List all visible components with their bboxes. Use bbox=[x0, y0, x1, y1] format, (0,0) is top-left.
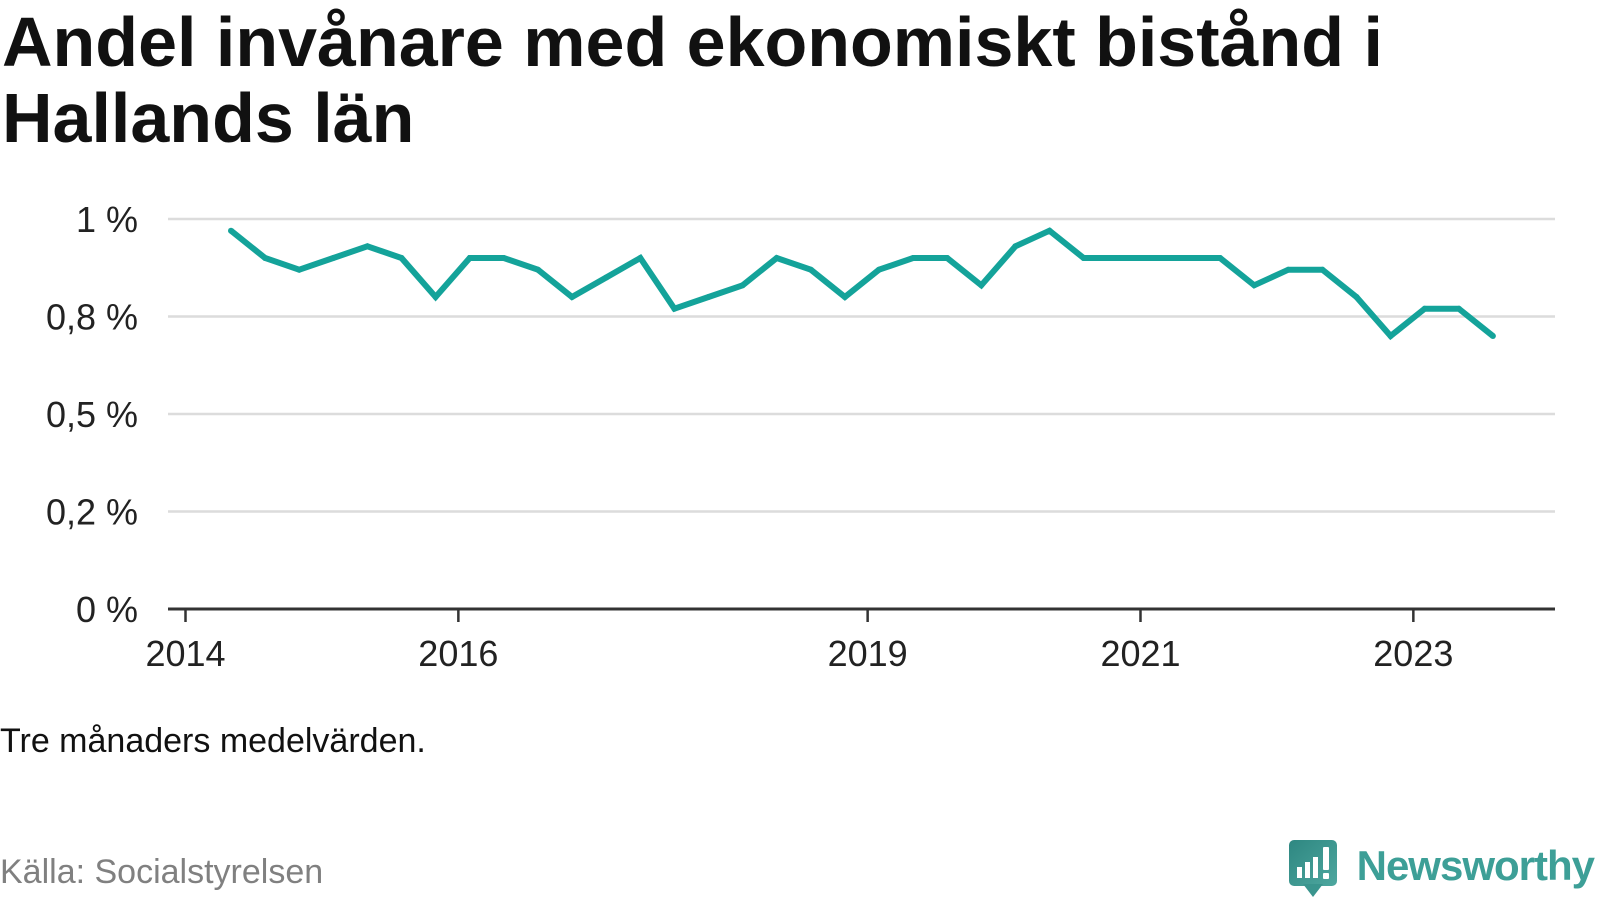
data-point bbox=[944, 255, 951, 261]
data-point bbox=[1217, 255, 1224, 261]
data-point bbox=[228, 227, 234, 234]
data-point bbox=[1353, 294, 1360, 300]
data-point bbox=[432, 294, 439, 300]
x-tick-label: 2016 bbox=[418, 633, 498, 674]
source-credit: Källa: Socialstyrelsen bbox=[0, 853, 324, 891]
data-point bbox=[876, 266, 882, 273]
y-tick-label: 0,2 % bbox=[46, 492, 138, 533]
data-point bbox=[1489, 333, 1496, 339]
data-point bbox=[1319, 266, 1326, 273]
data-point bbox=[705, 294, 712, 300]
x-tick-label: 2019 bbox=[828, 633, 908, 674]
y-tick-label: 1 % bbox=[76, 199, 138, 240]
data-point bbox=[739, 282, 746, 289]
data-point bbox=[500, 255, 507, 261]
line-chart: 0 % 0,2 % 0,5 % 0,8 % 1 % 2014 2016 2019 2021 202… bbox=[46, 199, 1555, 674]
data-point bbox=[466, 255, 473, 261]
data-point bbox=[1046, 227, 1053, 234]
brand-name: Newsworthy bbox=[1356, 842, 1595, 889]
data-point bbox=[773, 255, 780, 261]
data-point bbox=[1455, 305, 1462, 312]
brand-logo: Newsworthy bbox=[1288, 840, 1595, 898]
chart-title: Andel invånare med ekonomiskt bistånd i … bbox=[2, 3, 1383, 157]
series-line bbox=[229, 227, 1495, 341]
data-point bbox=[637, 255, 644, 261]
chart-note: Tre månaders medelvärden. bbox=[0, 722, 426, 760]
data-point bbox=[807, 266, 814, 273]
data-point bbox=[978, 282, 985, 289]
data-point bbox=[398, 255, 405, 261]
x-tick-label: 2023 bbox=[1373, 633, 1453, 674]
newsworthy-logo-icon bbox=[1288, 840, 1337, 898]
y-tick-label: 0,8 % bbox=[46, 297, 138, 338]
data-point bbox=[1251, 282, 1258, 289]
data-point bbox=[330, 255, 337, 261]
data-point bbox=[1114, 255, 1121, 261]
data-point bbox=[1421, 305, 1428, 312]
y-tick-label: 0 % bbox=[76, 589, 138, 630]
data-point bbox=[569, 294, 575, 300]
data-point bbox=[1285, 266, 1292, 273]
x-tick-label: 2014 bbox=[145, 633, 225, 674]
data-point bbox=[841, 294, 848, 300]
data-point bbox=[1080, 255, 1087, 261]
data-point bbox=[364, 243, 371, 250]
data-point bbox=[1012, 243, 1019, 250]
data-point bbox=[296, 266, 303, 273]
data-point bbox=[910, 255, 917, 261]
data-point bbox=[1387, 333, 1394, 339]
data-point bbox=[262, 255, 269, 261]
data-point bbox=[534, 266, 541, 273]
data-point bbox=[603, 274, 610, 281]
data-point bbox=[1148, 255, 1155, 261]
data-point bbox=[671, 305, 678, 312]
x-tick-label: 2021 bbox=[1100, 633, 1180, 674]
y-tick-label: 0,5 % bbox=[46, 394, 138, 435]
data-point bbox=[1183, 255, 1189, 261]
